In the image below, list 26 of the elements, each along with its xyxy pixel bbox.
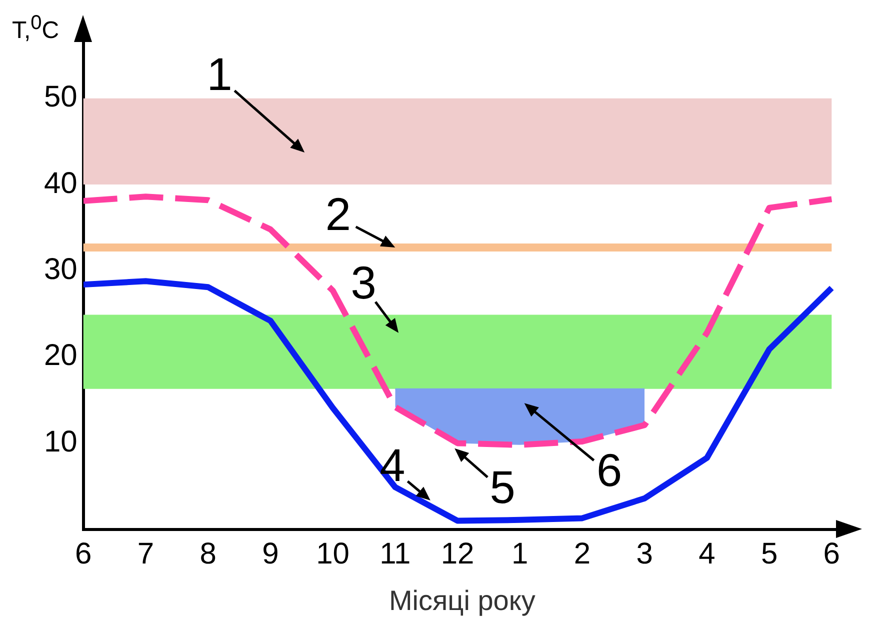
y-axis-title: T,$^{0}$C	[12, 12, 60, 45]
x-tick-label: 8	[200, 538, 216, 571]
x-tick-label: 3	[636, 538, 653, 571]
y-tick-label: 30	[44, 253, 78, 286]
x-tick-label: 7	[137, 538, 154, 571]
annotation: 2	[325, 188, 351, 240]
y-tick-label: 40	[44, 166, 78, 200]
band-label: 1	[206, 48, 232, 100]
series-label: 5	[490, 461, 516, 514]
x-tick-label: 2	[574, 538, 591, 571]
x-tick-label: 6	[823, 538, 840, 571]
x-tick-label: 4	[698, 538, 716, 571]
y-tick-label: 50	[44, 80, 78, 114]
x-tick-label: 10	[316, 538, 350, 571]
series-label: 4	[380, 439, 406, 492]
x-tick-label: 1	[512, 538, 528, 571]
x-tick-label: 11	[380, 538, 411, 571]
x-tick-label: 12	[440, 538, 474, 571]
series-label: 6	[596, 444, 622, 496]
x-tick-label: 9	[262, 538, 279, 571]
x-tick-label: 5	[760, 538, 778, 571]
y-tick-label: 10	[44, 425, 78, 458]
y-tick-label: 20	[44, 339, 78, 372]
band-label: 3	[350, 256, 376, 309]
x-tick-label: 6	[75, 538, 92, 571]
x-axis-title: Місяці року	[388, 584, 536, 616]
